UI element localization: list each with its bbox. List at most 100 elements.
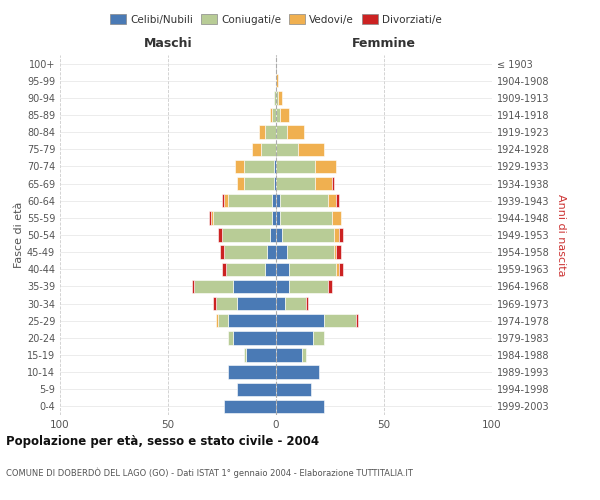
Bar (276, 331, 313, 344)
Bar (194, 280, 233, 293)
Bar (313, 331, 323, 344)
Text: Maschi: Maschi (143, 37, 193, 50)
Bar (233, 280, 276, 293)
Bar (283, 228, 334, 241)
Bar (276, 108, 280, 122)
Bar (214, 211, 272, 224)
Bar (315, 160, 337, 173)
Bar (276, 91, 278, 104)
Text: Popolazione per età, sesso e stato civile - 2004: Popolazione per età, sesso e stato civil… (6, 435, 319, 448)
Bar (276, 228, 283, 241)
Bar (287, 126, 304, 139)
Bar (306, 297, 308, 310)
Bar (280, 194, 328, 207)
Bar (224, 400, 276, 413)
Bar (229, 331, 233, 344)
Bar (337, 194, 338, 207)
Bar (302, 348, 306, 362)
Bar (224, 194, 229, 207)
Bar (220, 246, 224, 259)
Bar (229, 366, 276, 379)
Bar (276, 382, 311, 396)
Bar (237, 177, 244, 190)
Bar (356, 314, 358, 328)
Bar (246, 348, 276, 362)
Bar (338, 228, 343, 241)
Bar (276, 142, 298, 156)
Bar (289, 262, 337, 276)
Bar (214, 297, 215, 310)
Bar (229, 314, 276, 328)
Bar (222, 228, 269, 241)
Bar (276, 246, 287, 259)
Bar (215, 297, 237, 310)
Bar (298, 142, 323, 156)
Bar (334, 246, 337, 259)
Bar (276, 348, 302, 362)
Bar (323, 314, 356, 328)
Bar (276, 160, 315, 173)
Bar (259, 126, 265, 139)
Bar (276, 280, 289, 293)
Bar (265, 262, 276, 276)
Bar (276, 211, 280, 224)
Bar (276, 194, 280, 207)
Bar (211, 211, 214, 224)
Bar (334, 228, 338, 241)
Bar (289, 280, 328, 293)
Legend: Celibi/Nubili, Coniugati/e, Vedovi/e, Divorziati/e: Celibi/Nubili, Coniugati/e, Vedovi/e, Di… (106, 10, 446, 29)
Bar (274, 91, 276, 104)
Bar (265, 126, 276, 139)
Bar (272, 108, 276, 122)
Bar (209, 211, 211, 224)
Bar (278, 91, 283, 104)
Bar (274, 177, 276, 190)
Bar (338, 262, 343, 276)
Bar (276, 262, 289, 276)
Bar (337, 246, 341, 259)
Bar (276, 366, 319, 379)
Bar (332, 177, 334, 190)
Bar (268, 246, 276, 259)
Bar (252, 142, 261, 156)
Bar (218, 228, 222, 241)
Bar (237, 382, 276, 396)
Bar (272, 194, 276, 207)
Text: COMUNE DI DOBERDÒ DEL LAGO (GO) - Dati ISTAT 1° gennaio 2004 - Elaborazione TUTT: COMUNE DI DOBERDÒ DEL LAGO (GO) - Dati I… (6, 468, 413, 478)
Bar (284, 297, 306, 310)
Bar (337, 262, 338, 276)
Bar (224, 246, 268, 259)
Bar (233, 331, 276, 344)
Bar (215, 314, 218, 328)
Bar (269, 108, 272, 122)
Y-axis label: Fasce di età: Fasce di età (14, 202, 24, 268)
Bar (244, 177, 274, 190)
Bar (272, 211, 276, 224)
Bar (276, 74, 278, 88)
Bar (280, 108, 289, 122)
Bar (328, 194, 337, 207)
Bar (276, 177, 315, 190)
Bar (276, 126, 287, 139)
Bar (244, 348, 246, 362)
Bar (269, 228, 276, 241)
Bar (222, 262, 226, 276)
Bar (274, 160, 276, 173)
Bar (222, 194, 224, 207)
Bar (328, 280, 332, 293)
Bar (276, 400, 323, 413)
Bar (280, 211, 332, 224)
Bar (244, 160, 274, 173)
Bar (229, 194, 272, 207)
Bar (237, 297, 276, 310)
Text: Femmine: Femmine (352, 37, 416, 50)
Bar (226, 262, 265, 276)
Bar (235, 160, 244, 173)
Bar (192, 280, 194, 293)
Bar (276, 297, 284, 310)
Bar (218, 314, 229, 328)
Y-axis label: Anni di nascita: Anni di nascita (556, 194, 566, 276)
Bar (261, 142, 276, 156)
Bar (287, 246, 334, 259)
Bar (276, 314, 323, 328)
